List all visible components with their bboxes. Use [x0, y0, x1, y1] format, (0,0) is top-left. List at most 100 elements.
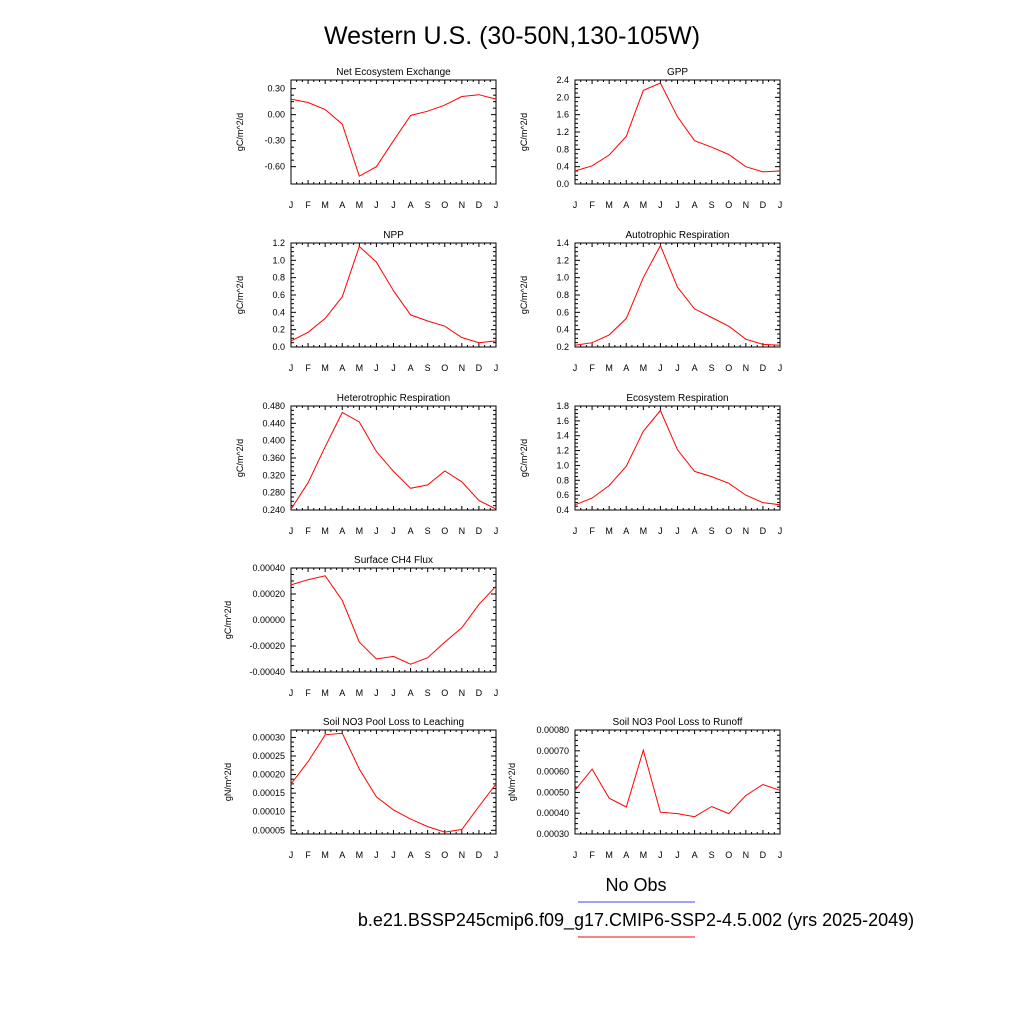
x-tick-label: J [494, 200, 499, 210]
y-tick-label: 0.8 [556, 290, 569, 300]
y-tick-label: 0.6 [272, 290, 285, 300]
y-tick-label: 0.00080 [536, 725, 569, 735]
x-tick-label: M [356, 688, 364, 698]
x-tick-label: F [589, 200, 595, 210]
x-tick-label: A [339, 688, 345, 698]
y-tick-label: 1.4 [556, 238, 569, 248]
y-axis-label: gC/m^2/d [519, 276, 529, 314]
x-tick-label: J [374, 850, 379, 860]
y-tick-label: 0.30 [267, 84, 285, 94]
x-tick-label: O [441, 526, 448, 536]
y-tick-label: 0.00060 [536, 767, 569, 777]
x-tick-label: M [605, 850, 613, 860]
y-tick-label: 0.2 [556, 342, 569, 352]
x-tick-label: J [658, 850, 663, 860]
x-tick-label: M [640, 363, 648, 373]
x-tick-label: J [289, 850, 294, 860]
x-tick-label: F [589, 850, 595, 860]
x-tick-label: J [391, 688, 396, 698]
x-tick-label: J [658, 526, 663, 536]
y-tick-label: 2.4 [556, 75, 569, 85]
panel-title: GPP [667, 67, 688, 78]
y-tick-label: 1.4 [556, 431, 569, 441]
y-tick-label: 0.00020 [252, 589, 285, 599]
x-tick-label: D [760, 850, 767, 860]
x-tick-label: J [289, 526, 294, 536]
y-tick-label: 0.8 [272, 273, 285, 283]
panel-title: Autotrophic Respiration [626, 230, 730, 241]
y-tick-label: -0.00020 [249, 641, 285, 651]
x-tick-label: O [441, 850, 448, 860]
x-tick-label: F [589, 526, 595, 536]
x-tick-label: M [356, 526, 364, 536]
x-tick-label: A [623, 363, 629, 373]
plot-frame [290, 729, 497, 835]
x-tick-label: S [709, 850, 715, 860]
x-tick-label: J [658, 200, 663, 210]
y-tick-label: 0.00030 [536, 829, 569, 839]
x-tick-label: A [339, 200, 345, 210]
x-tick-label: N [743, 200, 750, 210]
x-tick-label: A [408, 363, 414, 373]
y-axis-label: gC/m^2/d [235, 276, 245, 314]
y-tick-label: 0.4 [556, 505, 569, 515]
plot-frame [290, 405, 497, 511]
figure-title: Western U.S. (30-50N,130-105W) [324, 22, 700, 50]
series-line [574, 82, 781, 173]
y-tick-label: 0.00030 [252, 732, 285, 742]
x-tick-label: J [374, 688, 379, 698]
x-tick-label: M [321, 200, 329, 210]
x-tick-label: A [692, 200, 698, 210]
x-tick-label: J [675, 363, 680, 373]
y-tick-label: 1.6 [556, 416, 569, 426]
y-tick-label: 0.440 [262, 418, 285, 428]
panel-title: Soil NO3 Pool Loss to Runoff [613, 717, 743, 728]
series-line [290, 732, 497, 833]
y-tick-label: 0.00040 [252, 563, 285, 573]
x-tick-label: N [743, 363, 750, 373]
series-line [574, 748, 781, 818]
series-line [290, 411, 497, 510]
x-tick-label: N [459, 526, 466, 536]
y-axis-label: gN/m^2/d [507, 763, 517, 801]
x-tick-label: J [374, 363, 379, 373]
x-tick-label: F [305, 526, 311, 536]
x-tick-label: M [321, 688, 329, 698]
y-tick-label: 1.2 [556, 446, 569, 456]
y-tick-label: 1.0 [556, 460, 569, 470]
y-tick-label: 1.2 [556, 127, 569, 137]
x-tick-label: J [494, 526, 499, 536]
y-tick-label: 2.0 [556, 92, 569, 102]
x-tick-label: M [356, 200, 364, 210]
x-tick-label: J [778, 363, 783, 373]
x-tick-label: F [305, 688, 311, 698]
x-tick-label: J [289, 200, 294, 210]
plot-frame [290, 79, 497, 185]
y-tick-label: 0.6 [556, 307, 569, 317]
x-tick-label: S [425, 526, 431, 536]
x-tick-label: N [459, 850, 466, 860]
legend-label-model: b.e21.BSSP245cmip6.f09_g17.CMIP6-SSP2-4.… [358, 910, 914, 931]
y-tick-label: 1.8 [556, 401, 569, 411]
x-tick-label: J [374, 526, 379, 536]
y-axis-label: gC/m^2/d [235, 439, 245, 477]
x-tick-label: M [605, 526, 613, 536]
x-tick-label: F [305, 363, 311, 373]
x-tick-label: D [760, 526, 767, 536]
x-tick-label: N [459, 200, 466, 210]
x-tick-label: D [476, 526, 483, 536]
x-tick-label: D [760, 200, 767, 210]
x-tick-label: J [573, 526, 578, 536]
y-tick-label: 0.00010 [252, 807, 285, 817]
y-tick-label: 1.2 [556, 255, 569, 265]
x-tick-label: D [476, 688, 483, 698]
x-tick-label: M [605, 363, 613, 373]
x-tick-label: N [459, 363, 466, 373]
x-tick-label: A [408, 200, 414, 210]
x-tick-label: D [476, 850, 483, 860]
x-tick-label: J [391, 850, 396, 860]
